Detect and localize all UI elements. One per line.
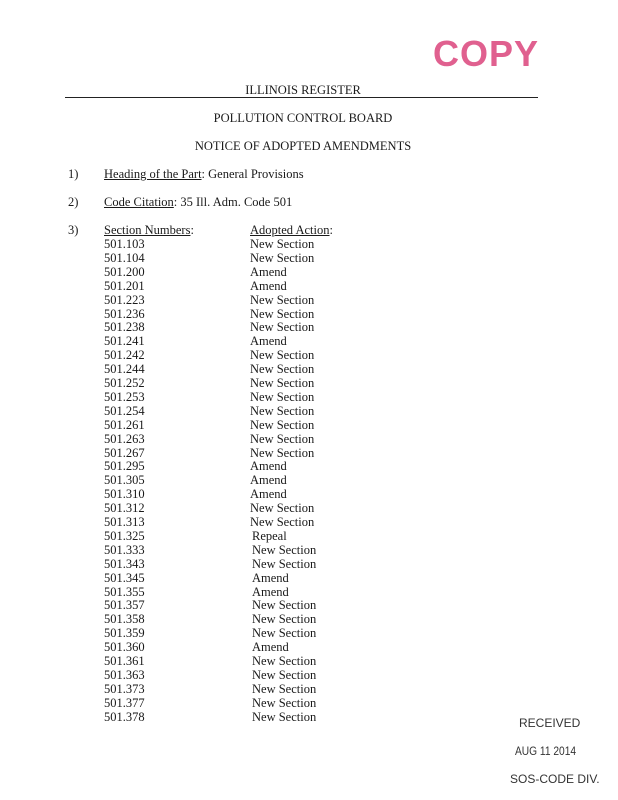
label-suffix: : <box>329 223 333 237</box>
copy-stamp: COPY <box>433 33 540 74</box>
item-number-1: 1) <box>68 167 79 181</box>
section-number: 501.104 <box>104 250 145 265</box>
section-action: New Section <box>250 389 315 404</box>
section-number: 501.361 <box>104 654 145 668</box>
section-action: Amend <box>250 487 287 502</box>
item-number-3: 3) <box>68 223 79 237</box>
section-number: 501.310 <box>104 487 145 502</box>
section-numbers-header: Section Numbers: <box>104 223 194 237</box>
section-action: Amend <box>250 264 287 279</box>
agency-title: POLLUTION CONTROL BOARD <box>213 111 393 125</box>
section-number: 501.261 <box>104 417 145 432</box>
section-action: New Section <box>250 348 315 363</box>
item-label: Heading of the Part <box>104 167 202 181</box>
section-action: New Section <box>250 376 315 390</box>
section-number: 501.223 <box>104 292 145 307</box>
section-number: 501.358 <box>104 612 145 627</box>
section-number: 501.242 <box>104 348 145 363</box>
section-action: New Section <box>252 709 317 724</box>
label-suffix: : <box>190 223 194 237</box>
header-divider <box>65 97 538 98</box>
item-code-citation: Code Citation: 35 Ill. Adm. Code 501 <box>104 195 292 209</box>
section-number: 501.295 <box>104 459 145 474</box>
section-number: 501.357 <box>104 598 145 613</box>
section-action: New Section <box>250 362 315 377</box>
section-number: 501.200 <box>104 264 145 279</box>
section-action: Amend <box>250 473 287 488</box>
section-number: 501.345 <box>104 570 145 585</box>
section-action: New Section <box>250 292 315 307</box>
section-action: Amend <box>252 584 289 599</box>
section-number: 501.244 <box>104 362 145 377</box>
section-number: 501.359 <box>104 626 145 641</box>
item-value: : 35 Ill. Adm. Code 501 <box>173 195 293 209</box>
section-action: New Section <box>250 320 315 335</box>
section-number: 501.241 <box>104 334 145 349</box>
section-number: 501.312 <box>104 501 145 516</box>
item-label: Adopted Action <box>250 223 330 237</box>
section-action: New Section <box>252 598 317 613</box>
section-number: 501.313 <box>104 515 145 529</box>
section-action: New Section <box>252 556 317 571</box>
section-action: Amend <box>250 334 287 349</box>
section-action: New Section <box>250 403 315 418</box>
item-label: Section Numbers <box>104 223 191 237</box>
section-number: 501.377 <box>104 695 145 710</box>
section-action: New Section <box>250 237 315 251</box>
section-number: 501.343 <box>104 556 145 571</box>
section-action: New Section <box>250 417 315 432</box>
section-number: 501.103 <box>104 237 145 251</box>
adopted-action-header: Adopted Action: <box>250 223 333 237</box>
section-action: New Section <box>252 654 317 668</box>
section-number: 501.363 <box>104 667 145 682</box>
section-action: New Section <box>250 431 315 446</box>
section-action: New Section <box>252 612 317 627</box>
section-number: 501.254 <box>104 403 145 418</box>
item-heading-of-part: Heading of the Part: General Provisions <box>104 167 304 181</box>
item-number-2: 2) <box>68 195 79 209</box>
received-stamp-division: SOS-CODE DIV. <box>510 772 600 786</box>
section-action: New Section <box>250 515 315 529</box>
section-number: 501.333 <box>104 542 145 557</box>
received-stamp-date: AUG 11 2014 <box>515 744 577 758</box>
section-action: New Section <box>250 445 315 460</box>
section-action: New Section <box>252 681 317 696</box>
section-number: 501.360 <box>104 640 145 655</box>
section-number: 501.325 <box>104 528 145 543</box>
section-action: New Section <box>250 306 315 321</box>
section-number: 501.253 <box>104 389 145 404</box>
section-action: New Section <box>250 501 315 516</box>
item-value: : General Provisions <box>201 167 304 181</box>
notice-title: NOTICE OF ADOPTED AMENDMENTS <box>194 139 412 153</box>
section-number: 501.373 <box>104 681 145 696</box>
section-number: 501.267 <box>104 445 145 460</box>
section-action: Amend <box>252 640 289 655</box>
section-action: New Section <box>250 250 315 265</box>
section-action: Repeal <box>252 528 287 543</box>
section-number: 501.238 <box>104 320 145 335</box>
section-action: New Section <box>252 695 317 710</box>
section-number: 501.201 <box>104 278 145 293</box>
section-action: New Section <box>252 667 317 682</box>
section-number: 501.236 <box>104 306 145 321</box>
item-label: Code Citation <box>104 195 174 209</box>
section-number: 501.252 <box>104 376 145 390</box>
section-number: 501.305 <box>104 473 145 488</box>
section-action: New Section <box>252 542 317 557</box>
section-action: Amend <box>252 570 289 585</box>
section-action: New Section <box>252 626 317 641</box>
section-number: 501.263 <box>104 431 145 446</box>
received-stamp-label: RECEIVED <box>519 716 581 730</box>
section-number: 501.378 <box>104 709 145 724</box>
register-title: ILLINOIS REGISTER <box>245 83 361 97</box>
section-number: 501.355 <box>104 584 145 599</box>
section-action: Amend <box>250 459 287 474</box>
section-action: Amend <box>250 278 287 293</box>
